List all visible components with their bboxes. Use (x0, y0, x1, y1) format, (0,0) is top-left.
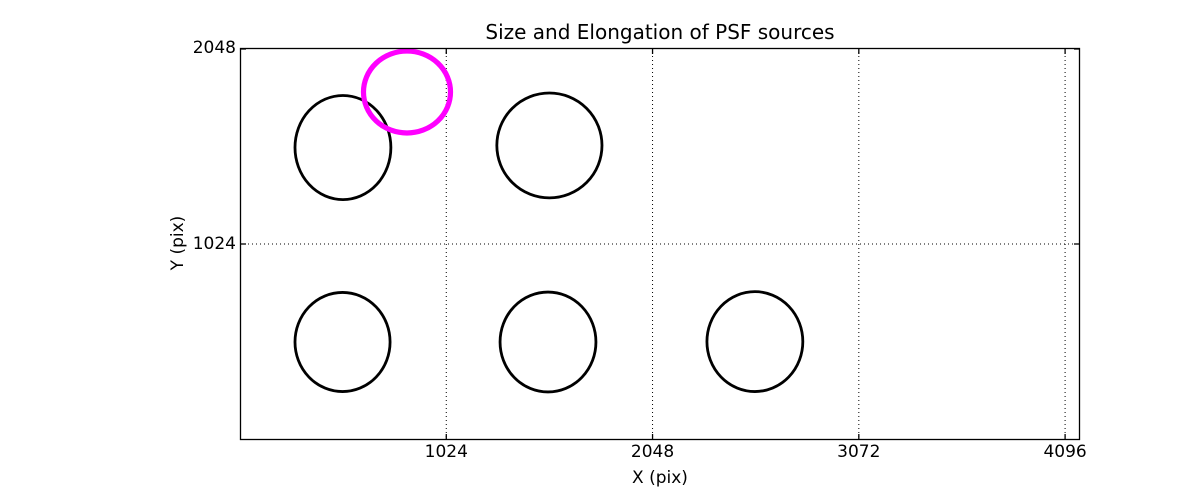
psf-ellipse (293, 94, 393, 201)
plot-border (239, 47, 1081, 441)
x-tick-label: 2048 (630, 442, 675, 462)
x-axis-label: X (pix) (632, 468, 688, 488)
psf-ellipse (498, 290, 598, 394)
chart-title: Size and Elongation of PSF sources (485, 20, 835, 44)
y-tick-label: 1024 (192, 234, 236, 254)
psf-ellipse (293, 291, 392, 393)
x-tick-label: 1024 (424, 442, 468, 462)
x-tick-label: 4096 (1043, 442, 1087, 462)
psf-ellipse (705, 290, 805, 393)
plot-area (239, 47, 1081, 441)
psf-ellipse (495, 91, 604, 200)
y-tick-label: 2048 (192, 38, 236, 58)
x-tick-label: 3072 (837, 442, 881, 462)
highlighted-psf-ellipse (360, 48, 454, 136)
